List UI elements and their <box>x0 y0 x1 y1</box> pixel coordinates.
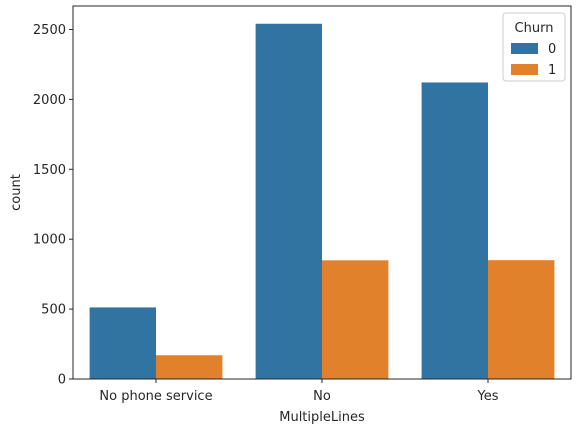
y-tick-label: 500 <box>41 303 66 318</box>
bar-yes-churn-0 <box>421 82 488 379</box>
y-axis: 0 500 1000 1500 2000 2500 <box>33 23 73 388</box>
y-tick-label: 2000 <box>33 93 66 108</box>
x-tick-label: No <box>313 389 331 404</box>
y-axis-label: count <box>9 174 24 211</box>
y-tick-label: 1500 <box>33 163 66 178</box>
x-axis-label: MultipleLines <box>279 410 365 425</box>
bar-no-churn-1 <box>322 260 389 379</box>
y-tick-label: 0 <box>58 373 66 388</box>
y-tick-label: 1000 <box>33 233 66 248</box>
bar-no-churn-0 <box>255 23 322 379</box>
bars <box>89 23 555 379</box>
legend-label-1: 1 <box>548 63 556 78</box>
x-tick-label: Yes <box>477 389 499 404</box>
bar-no-phone-service-churn-0 <box>89 307 156 379</box>
bar-no-phone-service-churn-1 <box>156 355 223 379</box>
legend-items: 01 <box>511 42 556 78</box>
legend-title: Churn <box>515 21 554 36</box>
legend-swatch-0 <box>511 43 538 54</box>
y-tick-label: 2500 <box>33 23 66 38</box>
bar-yes-churn-1 <box>488 260 555 379</box>
legend: Churn 01 <box>502 12 566 82</box>
x-axis: No phone service No Yes <box>99 379 499 404</box>
legend-swatch-1 <box>511 64 538 75</box>
x-tick-label: No phone service <box>99 389 212 404</box>
legend-label-0: 0 <box>548 42 556 57</box>
